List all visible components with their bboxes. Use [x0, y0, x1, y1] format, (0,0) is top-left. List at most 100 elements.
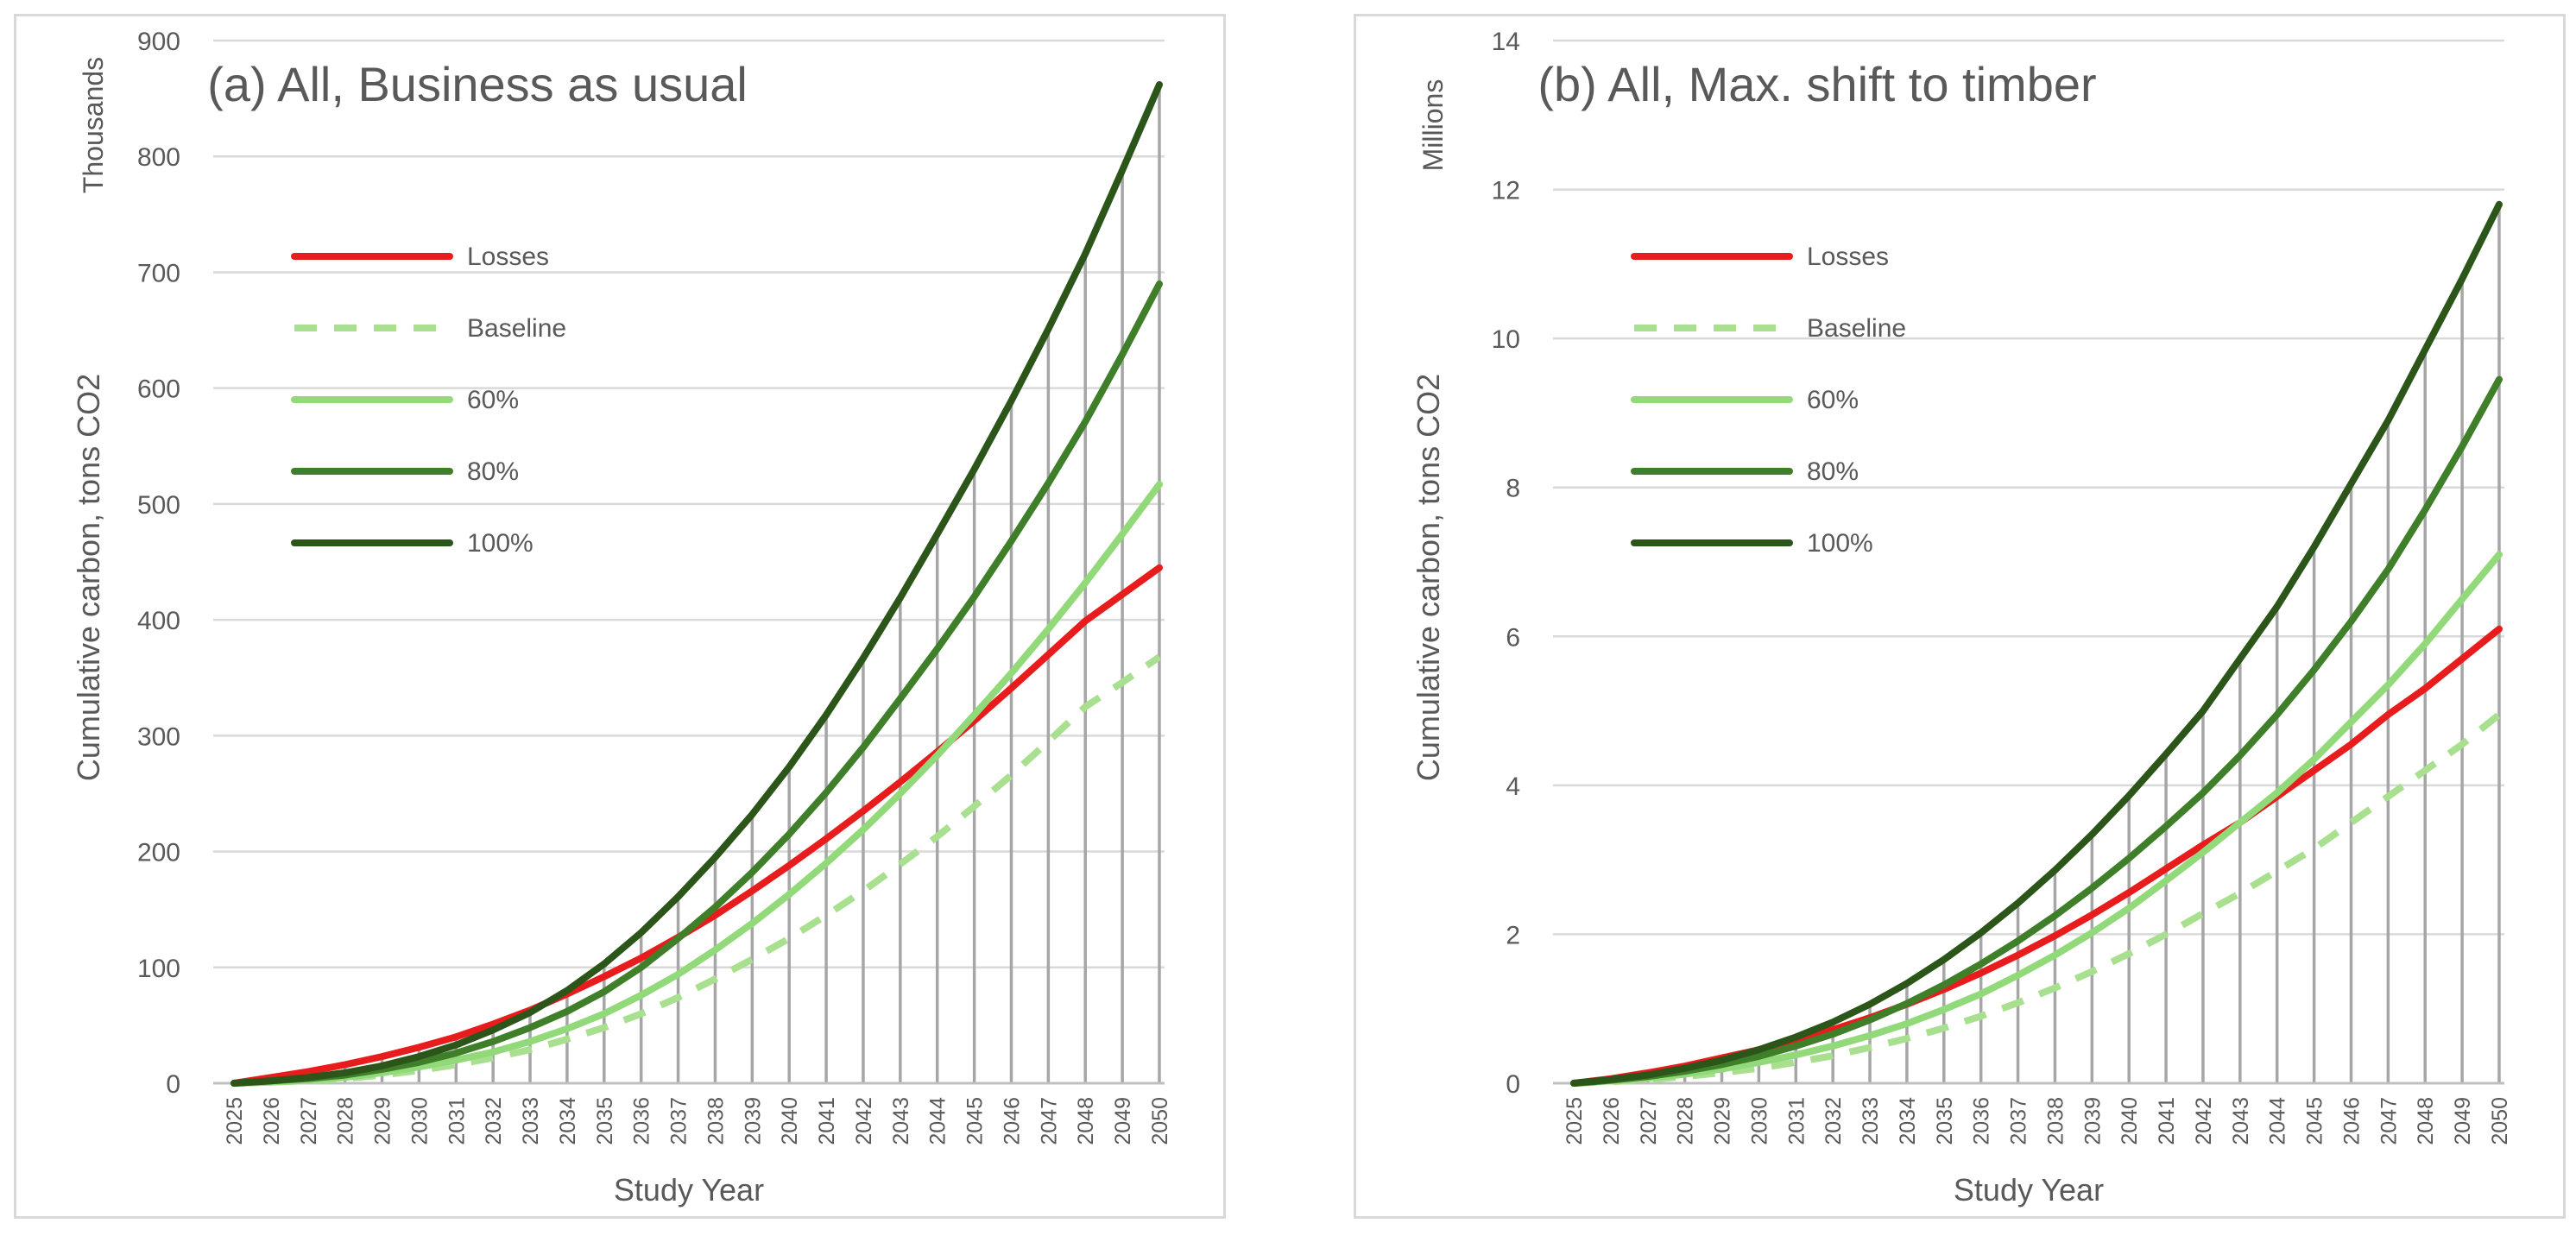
- chart-b-x-tick-label: 2043: [2229, 1097, 2253, 1145]
- chart-a-y-axis-label: Cumulative carbon, tons CO2: [71, 374, 106, 781]
- chart-b-x-axis-label: Study Year: [1954, 1172, 2104, 1208]
- chart-b-series-80pct: [1570, 375, 2503, 1087]
- chart-b-legend-label-100pct: 100%: [1807, 529, 1873, 558]
- chart-b-x-tick-label: 2031: [1784, 1097, 1809, 1145]
- chart-a-x-tick-label: 2032: [482, 1097, 506, 1145]
- chart-a-x-tick-label: 2037: [667, 1097, 691, 1145]
- chart-a-x-tick-label: 2029: [371, 1097, 395, 1145]
- chart-a-x-tick-label: 2039: [741, 1097, 765, 1145]
- chart-a-x-tick-label: 2046: [1000, 1097, 1024, 1145]
- chart-b-x-tick-label: 2026: [1600, 1097, 1624, 1145]
- chart-a-x-tick-label: 2041: [815, 1097, 839, 1145]
- chart-b-units-label: Millions: [1417, 79, 1449, 172]
- chart-a-x-tick-label: 2044: [926, 1097, 950, 1145]
- chart-b-y-tick-label: 6: [1506, 623, 1520, 652]
- chart-a-series-60pct: [230, 481, 1163, 1087]
- chart-b-series-group: [1570, 200, 2503, 1087]
- chart-a-series-baseline: [233, 653, 1162, 1087]
- chart-b-x-tick-label: 2044: [2266, 1097, 2290, 1145]
- chart-b-x-tick-label: 2027: [1637, 1097, 1661, 1145]
- chart-b-title: (b) All, Max. shift to timber: [1537, 57, 2096, 111]
- chart-a-y-tick-label: 200: [137, 839, 180, 867]
- chart-b-x-tick-label: 2049: [2451, 1097, 2475, 1145]
- chart-b-x-tick-label: 2040: [2118, 1097, 2142, 1145]
- chart-a-x-tick-label: 2027: [297, 1097, 321, 1145]
- chart-b-x-tick-label: 2030: [1747, 1097, 1771, 1145]
- chart-b-y-tick-label: 4: [1506, 772, 1520, 801]
- chart-a-y-tick-label: 100: [137, 955, 180, 983]
- chart-a-x-tick-label: 2036: [630, 1097, 654, 1145]
- chart-b-x-tick-label: 2036: [1970, 1097, 1994, 1145]
- chart-a-x-tick-label: 2048: [1074, 1097, 1098, 1145]
- chart-a-x-axis-label: Study Year: [614, 1172, 764, 1208]
- chart-a-x-tick-label: 2050: [1148, 1097, 1172, 1145]
- chart-a-x-tick-label: 2028: [334, 1097, 358, 1145]
- chart-b-x-tick-label: 2038: [2043, 1097, 2068, 1145]
- chart-a-y-tick-label: 400: [137, 607, 180, 635]
- chart-a-legend-label-80pct: 80%: [467, 457, 519, 486]
- chart-a-x-tick-label: 2030: [407, 1097, 432, 1145]
- chart-b-series-60pct: [1570, 551, 2503, 1087]
- chart-b-x-tick-label: 2033: [1859, 1097, 1883, 1145]
- chart-a-legend-label-losses: Losses: [467, 243, 549, 271]
- chart-a-series-80pct: [230, 280, 1163, 1087]
- chart-b-x-tick-label: 2046: [2339, 1097, 2364, 1145]
- chart-b-x-tick-label: 2025: [1563, 1097, 1587, 1145]
- chart-a-y-tick-labels: 0 100 200 300 400 500 600 700 800 900: [137, 28, 180, 1099]
- chart-b-x-tick-label: 2048: [2414, 1097, 2438, 1145]
- chart-a-x-tick-label: 2049: [1111, 1097, 1135, 1145]
- chart-b-legend: Losses Baseline 60% 80% 100%: [1631, 243, 1906, 558]
- chart-b-series-100pct: [1570, 200, 2503, 1087]
- chart-a-x-tick-label: 2040: [778, 1097, 802, 1145]
- chart-panel-a: 0 100 200 300 400 500 600 700 800 900 2025 2026 202…: [14, 14, 1226, 1219]
- chart-b-x-tick-label: 2037: [2007, 1097, 2031, 1145]
- chart-b-svg: 0 2 4 6 8 10 12 14 2025 2026 2027 2028 2029 2030 2031…: [1411, 28, 2512, 1208]
- chart-b-x-tick-label: 2050: [2488, 1097, 2512, 1145]
- chart-b-legend-label-60pct: 60%: [1807, 386, 1859, 414]
- chart-a-title: (a) All, Business as usual: [207, 57, 748, 111]
- chart-b-x-tick-label: 2042: [2192, 1097, 2216, 1145]
- chart-b-y-tick-label: 2: [1506, 921, 1520, 949]
- chart-a-series-losses: [230, 564, 1163, 1087]
- chart-b-gridlines: [1553, 39, 2504, 936]
- chart-b-y-axis-label: Cumulative carbon, tons CO2: [1411, 374, 1446, 781]
- chart-b-x-tick-label: 2045: [2303, 1097, 2327, 1145]
- chart-a-x-tick-label: 2047: [1037, 1097, 1061, 1145]
- chart-a-x-tick-label: 2031: [445, 1097, 469, 1145]
- chart-a-y-tick-label: 600: [137, 375, 180, 404]
- chart-a-units-label: Thousands: [78, 57, 109, 193]
- chart-b-y-tick-label: 12: [1492, 177, 1520, 205]
- chart-panel-b: 0 2 4 6 8 10 12 14 2025 2026 2027 2028 2029 2030 2031…: [1354, 14, 2566, 1219]
- chart-b-legend-label-losses: Losses: [1807, 243, 1889, 271]
- chart-a-x-tick-label: 2033: [519, 1097, 543, 1145]
- chart-b-x-tick-label: 2035: [1933, 1097, 1957, 1145]
- chart-b-droplines: [1609, 204, 2501, 1083]
- chart-b-y-tick-label: 8: [1506, 475, 1520, 503]
- chart-b-y-tick-label: 10: [1492, 325, 1520, 354]
- chart-a-x-tick-label: 2025: [223, 1097, 247, 1145]
- chart-b-x-tick-label: 2041: [2155, 1097, 2179, 1145]
- chart-a-x-tick-label: 2026: [260, 1097, 284, 1145]
- chart-a-x-tick-label: 2038: [704, 1097, 728, 1145]
- chart-a-gridlines: [213, 39, 1165, 969]
- chart-a-y-tick-label: 700: [137, 259, 180, 287]
- chart-b-series-losses: [1570, 625, 2503, 1087]
- chart-a-x-tick-label: 2035: [593, 1097, 617, 1145]
- chart-a-series-100pct: [230, 81, 1163, 1087]
- chart-a-legend: Losses Baseline 60% 80% 100%: [291, 243, 566, 558]
- chart-b-x-tick-label: 2039: [2080, 1097, 2105, 1145]
- chart-b-y-tick-labels: 0 2 4 6 8 10 12 14: [1492, 28, 1520, 1099]
- chart-a-legend-label-60pct: 60%: [467, 386, 519, 414]
- chart-b-x-tick-label: 2028: [1674, 1097, 1698, 1145]
- chart-b-x-tick-label: 2047: [2377, 1097, 2401, 1145]
- chart-b-x-tick-label: 2032: [1822, 1097, 1846, 1145]
- chart-b-x-tick-labels: 2025 2026 2027 2028 2029 2030 2031 2032 2033 2034…: [1563, 1097, 2512, 1145]
- chart-b-y-tick-label: 0: [1506, 1070, 1520, 1099]
- chart-b-y-tick-label: 14: [1492, 28, 1520, 56]
- chart-a-y-tick-label: 300: [137, 722, 180, 751]
- chart-a-legend-label-baseline: Baseline: [467, 314, 566, 343]
- chart-a-y-tick-label: 800: [137, 143, 180, 172]
- chart-b-x-tick-label: 2029: [1711, 1097, 1735, 1145]
- chart-a-x-tick-label: 2045: [963, 1097, 988, 1145]
